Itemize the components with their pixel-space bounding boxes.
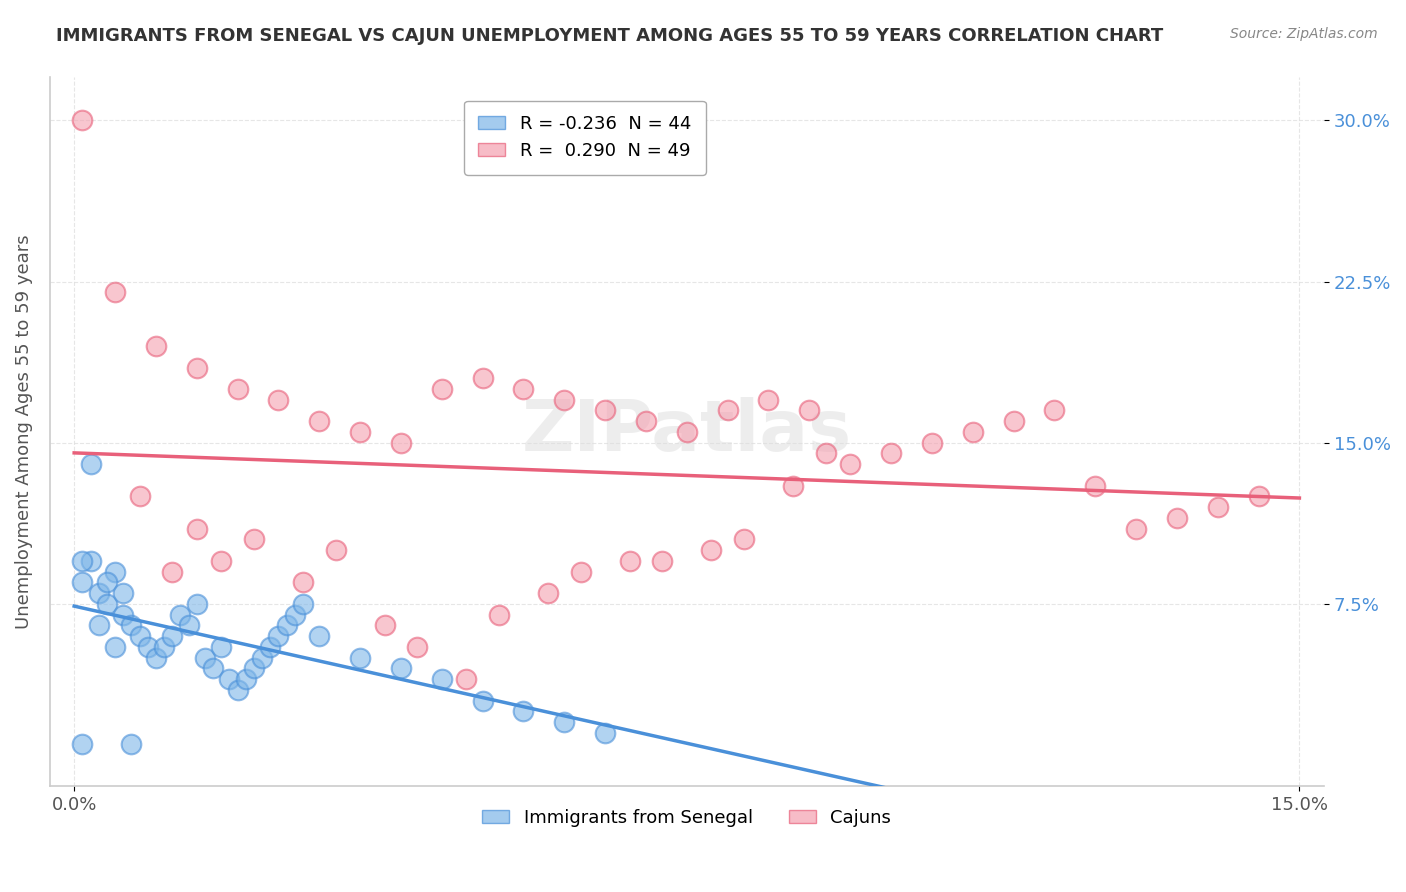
Point — [814, 446, 837, 460]
Point — [733, 533, 755, 547]
Point — [406, 640, 429, 654]
Y-axis label: Unemployment Among Ages 55 to 59 years: Unemployment Among Ages 55 to 59 years — [15, 235, 32, 629]
Point — [430, 672, 453, 686]
Point — [128, 490, 150, 504]
Point — [291, 575, 314, 590]
Point — [145, 650, 167, 665]
Point — [349, 425, 371, 439]
Point — [160, 629, 183, 643]
Point — [962, 425, 984, 439]
Text: Source: ZipAtlas.com: Source: ZipAtlas.com — [1230, 27, 1378, 41]
Point — [87, 586, 110, 600]
Point — [799, 403, 821, 417]
Point — [284, 607, 307, 622]
Point — [1166, 511, 1188, 525]
Point — [1247, 490, 1270, 504]
Point — [209, 640, 232, 654]
Point — [512, 704, 534, 718]
Text: ZIPatlas: ZIPatlas — [522, 398, 852, 467]
Point — [104, 565, 127, 579]
Point — [226, 682, 249, 697]
Point — [202, 661, 225, 675]
Point — [79, 554, 101, 568]
Point — [186, 597, 208, 611]
Point — [112, 586, 135, 600]
Point — [325, 543, 347, 558]
Legend: Immigrants from Senegal, Cajuns: Immigrants from Senegal, Cajuns — [475, 802, 898, 834]
Point — [267, 629, 290, 643]
Point — [619, 554, 641, 568]
Point — [374, 618, 396, 632]
Point — [120, 737, 142, 751]
Point — [389, 435, 412, 450]
Point — [72, 113, 94, 128]
Point — [96, 575, 118, 590]
Point — [153, 640, 176, 654]
Point — [160, 565, 183, 579]
Point — [72, 554, 94, 568]
Point — [430, 382, 453, 396]
Point — [79, 457, 101, 471]
Point — [243, 661, 266, 675]
Point — [243, 533, 266, 547]
Point — [921, 435, 943, 450]
Point — [72, 575, 94, 590]
Point — [593, 725, 616, 739]
Point — [839, 457, 862, 471]
Point — [145, 339, 167, 353]
Point — [880, 446, 903, 460]
Point — [1043, 403, 1066, 417]
Point — [136, 640, 159, 654]
Point — [177, 618, 200, 632]
Point — [717, 403, 740, 417]
Point — [87, 618, 110, 632]
Point — [104, 285, 127, 300]
Point — [1084, 478, 1107, 492]
Point — [194, 650, 217, 665]
Point — [553, 714, 575, 729]
Point — [675, 425, 697, 439]
Point — [104, 640, 127, 654]
Point — [128, 629, 150, 643]
Point — [120, 618, 142, 632]
Point — [700, 543, 723, 558]
Point — [72, 737, 94, 751]
Point — [1206, 500, 1229, 515]
Point — [267, 392, 290, 407]
Point — [259, 640, 281, 654]
Point — [308, 629, 330, 643]
Point — [96, 597, 118, 611]
Point — [235, 672, 257, 686]
Point — [634, 414, 657, 428]
Point — [186, 522, 208, 536]
Point — [471, 693, 494, 707]
Point — [308, 414, 330, 428]
Point — [349, 650, 371, 665]
Point — [169, 607, 191, 622]
Point — [456, 672, 478, 686]
Point — [651, 554, 673, 568]
Point — [291, 597, 314, 611]
Point — [218, 672, 240, 686]
Point — [512, 382, 534, 396]
Point — [226, 382, 249, 396]
Point — [276, 618, 298, 632]
Point — [782, 478, 804, 492]
Point — [758, 392, 780, 407]
Point — [553, 392, 575, 407]
Point — [250, 650, 273, 665]
Point — [389, 661, 412, 675]
Point — [112, 607, 135, 622]
Point — [537, 586, 560, 600]
Point — [488, 607, 510, 622]
Point — [593, 403, 616, 417]
Text: IMMIGRANTS FROM SENEGAL VS CAJUN UNEMPLOYMENT AMONG AGES 55 TO 59 YEARS CORRELAT: IMMIGRANTS FROM SENEGAL VS CAJUN UNEMPLO… — [56, 27, 1164, 45]
Point — [1002, 414, 1025, 428]
Point — [209, 554, 232, 568]
Point — [1125, 522, 1147, 536]
Point — [186, 360, 208, 375]
Point — [471, 371, 494, 385]
Point — [569, 565, 592, 579]
